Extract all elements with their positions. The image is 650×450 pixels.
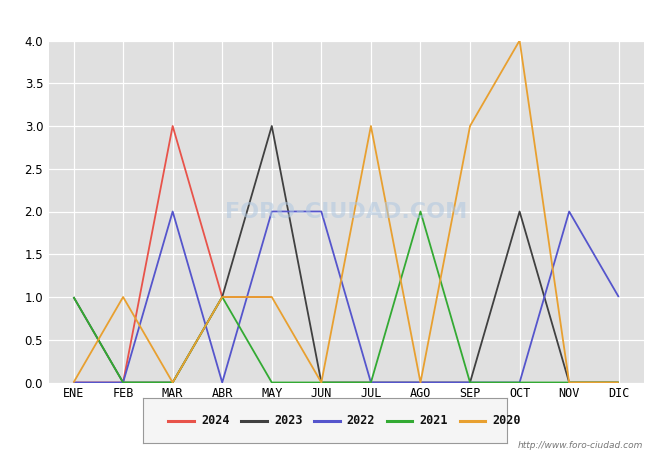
2021	[566, 380, 573, 385]
Line: 2020: 2020	[73, 40, 619, 382]
Text: 2022: 2022	[347, 414, 375, 427]
2022	[367, 380, 375, 385]
Text: 2020: 2020	[493, 414, 521, 427]
2021	[119, 380, 127, 385]
2022	[70, 380, 77, 385]
2020	[70, 380, 77, 385]
2020	[317, 380, 325, 385]
2023	[317, 380, 325, 385]
2023	[615, 380, 623, 385]
2020	[119, 294, 127, 300]
Text: Matriculaciones de Vehiculos en Puente la Reina de Jaca: Matriculaciones de Vehiculos en Puente l…	[92, 9, 558, 27]
2022	[119, 380, 127, 385]
2022	[317, 209, 325, 214]
2023	[268, 123, 276, 129]
2022	[466, 380, 474, 385]
2022	[566, 209, 573, 214]
2022	[169, 209, 177, 214]
2021	[70, 294, 77, 300]
2021	[367, 380, 375, 385]
2021	[268, 380, 276, 385]
2020	[566, 380, 573, 385]
Text: 2023: 2023	[274, 414, 302, 427]
Text: 2021: 2021	[420, 414, 448, 427]
2020	[169, 380, 177, 385]
2024	[169, 123, 177, 129]
2022	[218, 380, 226, 385]
2024	[466, 380, 474, 385]
2023	[218, 294, 226, 300]
Line: 2024: 2024	[73, 126, 272, 382]
2022	[268, 209, 276, 214]
2021	[466, 380, 474, 385]
2020	[367, 123, 375, 129]
2020	[515, 38, 523, 43]
Line: 2023: 2023	[73, 126, 619, 382]
2022	[615, 294, 623, 300]
Line: 2022: 2022	[73, 212, 619, 382]
2024	[417, 380, 424, 385]
2023	[466, 380, 474, 385]
Text: http://www.foro-ciudad.com: http://www.foro-ciudad.com	[518, 441, 644, 450]
2023	[515, 209, 523, 214]
2023	[417, 380, 424, 385]
2021	[317, 380, 325, 385]
2024	[268, 294, 276, 300]
2024	[70, 380, 77, 385]
2020	[615, 380, 623, 385]
Line: 2021: 2021	[73, 212, 619, 382]
2024	[615, 380, 623, 385]
2023	[566, 380, 573, 385]
2022	[417, 380, 424, 385]
2023	[367, 380, 375, 385]
2021	[169, 380, 177, 385]
2022	[515, 380, 523, 385]
2020	[218, 294, 226, 300]
2021	[218, 294, 226, 300]
2023	[70, 294, 77, 300]
2020	[466, 123, 474, 129]
2020	[417, 380, 424, 385]
2020	[268, 294, 276, 300]
2024	[218, 294, 226, 300]
2021	[615, 380, 623, 385]
2024	[515, 380, 523, 385]
2021	[515, 380, 523, 385]
2024	[566, 380, 573, 385]
2024	[367, 380, 375, 385]
Text: FORO-CIUDAD.COM: FORO-CIUDAD.COM	[225, 202, 467, 221]
2023	[169, 380, 177, 385]
Text: 2024: 2024	[202, 414, 229, 427]
2024	[317, 380, 325, 385]
2024	[119, 380, 127, 385]
2023	[119, 380, 127, 385]
2021	[417, 209, 424, 214]
